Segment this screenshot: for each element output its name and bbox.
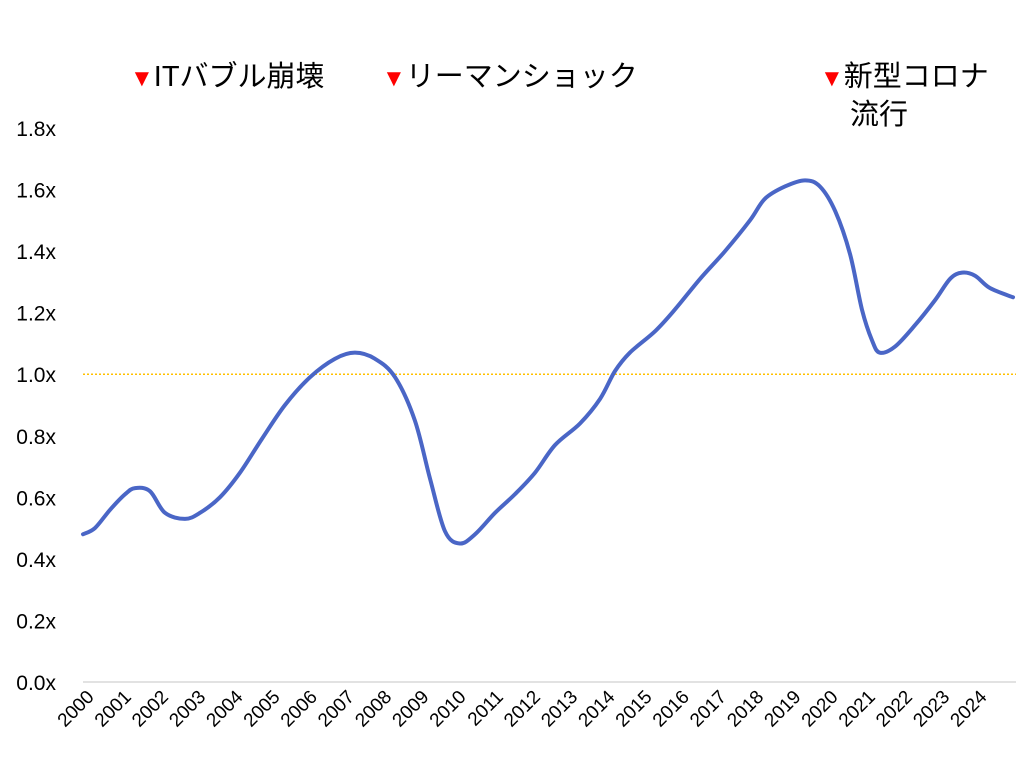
x-tick-label: 2013 [537, 687, 582, 732]
y-tick-label: 0.2x [16, 610, 56, 633]
y-tick-label: 1.2x [16, 303, 56, 326]
down-triangle-icon: ▼ [382, 65, 406, 92]
down-triangle-icon: ▼ [820, 65, 844, 92]
y-tick-label: 1.4x [16, 241, 56, 264]
x-tick-label: 2010 [426, 687, 471, 732]
x-tick-label: 2007 [314, 687, 359, 732]
x-tick-label: 2014 [575, 686, 620, 731]
series-line [81, 178, 1015, 546]
x-tick-label: 2009 [389, 687, 434, 732]
annotation-lehman: ▼リーマンショック [382, 58, 638, 98]
x-tick-label: 2019 [761, 687, 806, 732]
x-tick-label: 2005 [240, 687, 285, 732]
x-tick-label: 2015 [612, 687, 657, 732]
y-tick-label: 0.6x [16, 487, 56, 510]
x-tick-label: 2020 [798, 687, 843, 732]
annotation-it-bubble: ▼ITバブル崩壊 [130, 58, 325, 98]
x-tick-label: 2011 [464, 687, 508, 731]
annotation-text: リーマンショック [405, 61, 638, 93]
x-tick-label: 2012 [500, 687, 545, 732]
x-tick-label: 2017 [686, 687, 731, 732]
annotation-covid-line2: 流行 [850, 96, 908, 134]
y-tick-label: 1.0x [16, 364, 56, 387]
x-tick-label: 2002 [128, 687, 173, 732]
x-tick-label: 2000 [54, 687, 99, 732]
y-tick-label: 0.8x [16, 426, 56, 449]
annotation-text: 新型コロナ [843, 61, 989, 93]
x-tick-label: 2004 [203, 686, 248, 731]
y-tick-label: 0.0x [16, 672, 56, 695]
x-tick-label: 2022 [872, 687, 917, 732]
x-tick-label: 2024 [947, 686, 992, 731]
x-tick-label: 2021 [835, 687, 880, 732]
x-tick-label: 2023 [909, 687, 954, 732]
annotation-covid: ▼新型コロナ [820, 58, 989, 98]
y-tick-label: 0.4x [16, 549, 56, 572]
annotation-text: 流行 [850, 99, 909, 131]
annotation-text: ITバブル崩壊 [153, 61, 325, 93]
y-tick-label: 1.8x [16, 118, 56, 141]
down-triangle-icon: ▼ [130, 65, 154, 92]
x-tick-label: 2008 [351, 687, 396, 732]
x-tick-label: 2003 [165, 687, 210, 732]
x-tick-label: 2006 [277, 687, 322, 732]
y-tick-label: 1.6x [16, 180, 56, 203]
x-tick-label: 2018 [723, 687, 768, 732]
x-tick-label: 2016 [649, 687, 694, 732]
x-tick-label: 2001 [91, 687, 136, 732]
